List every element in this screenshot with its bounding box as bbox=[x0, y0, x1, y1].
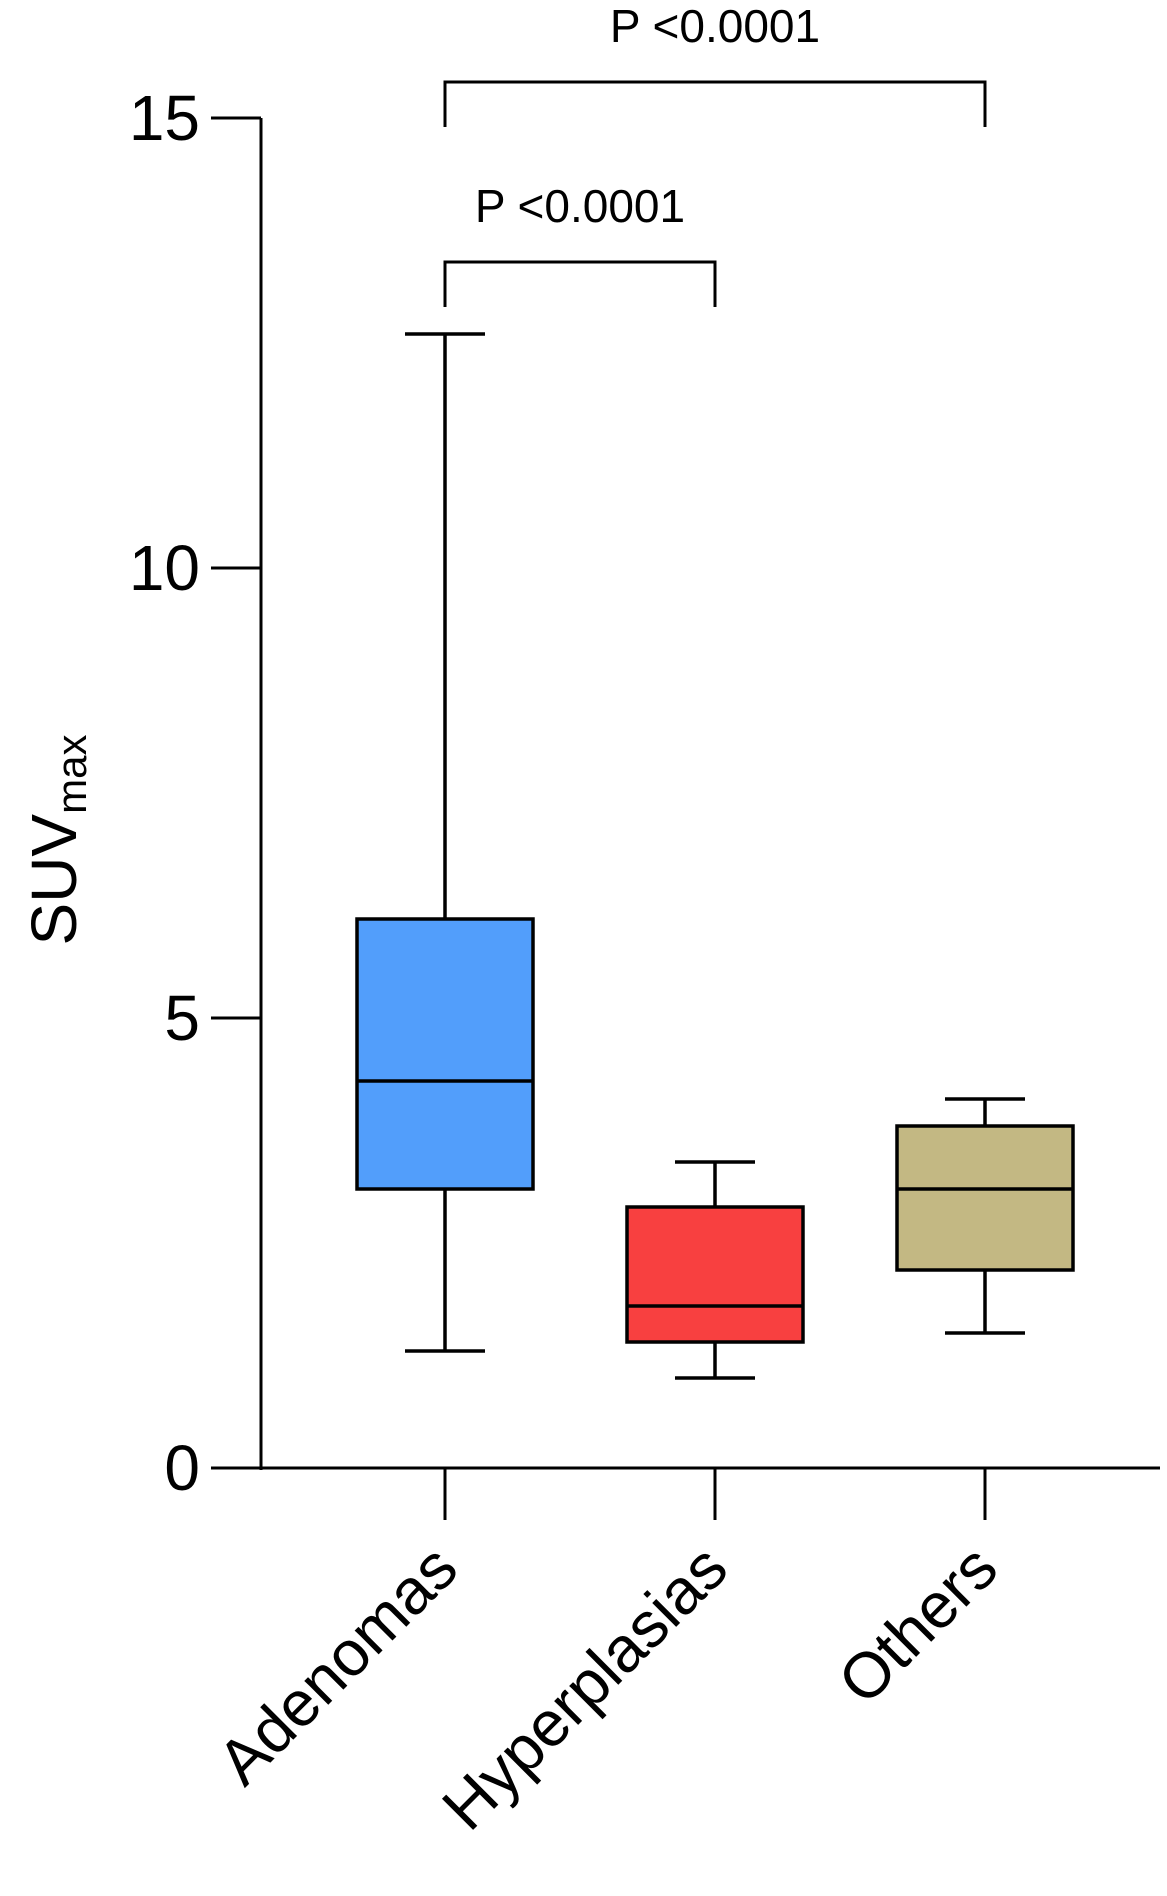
box-hyperplasias bbox=[625, 1160, 805, 1380]
bracket-line bbox=[443, 80, 987, 127]
box-adenomas bbox=[355, 332, 535, 1353]
significance-brackets: P <0.0001 P <0.0001 bbox=[443, 0, 987, 307]
y-tick-label: 0 bbox=[164, 1432, 200, 1504]
p-value-label: P <0.0001 bbox=[475, 180, 685, 232]
x-category-label: Adenomas bbox=[204, 1531, 471, 1798]
y-ticks: 0 5 10 15 bbox=[129, 82, 261, 1504]
significance-bracket: P <0.0001 bbox=[443, 0, 987, 127]
y-tick-label: 5 bbox=[164, 982, 200, 1054]
y-axis-title: SUVmax bbox=[18, 735, 95, 946]
x-category-label: Hyperplasias bbox=[428, 1531, 740, 1843]
p-value-label: P <0.0001 bbox=[610, 0, 820, 52]
iqr-box bbox=[625, 1205, 805, 1344]
y-tick-label: 15 bbox=[129, 82, 200, 154]
significance-bracket: P <0.0001 bbox=[443, 180, 717, 307]
iqr-box bbox=[895, 1124, 1075, 1272]
iqr-box bbox=[355, 917, 535, 1191]
boxes bbox=[355, 332, 1075, 1380]
x-category-label: Others bbox=[824, 1531, 1011, 1718]
bracket-line bbox=[443, 260, 717, 307]
y-tick-label: 10 bbox=[129, 532, 200, 604]
box-others bbox=[895, 1097, 1075, 1335]
